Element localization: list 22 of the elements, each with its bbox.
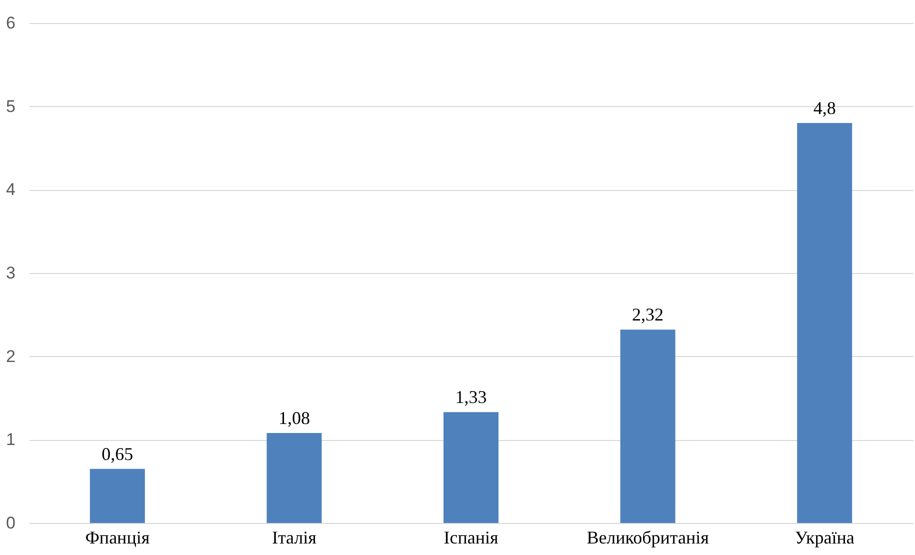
bar <box>797 123 852 523</box>
bar <box>90 468 145 523</box>
x-tick-label: Іспанія <box>444 528 498 548</box>
x-tick-label: Фпанція <box>85 528 150 548</box>
x-tick-label: Україна <box>794 528 854 548</box>
bar <box>266 433 322 523</box>
y-tick-label: 4 <box>6 180 16 200</box>
data-label: 2,32 <box>632 304 664 325</box>
y-tick-label: 1 <box>6 430 16 450</box>
x-tick-label: Італія <box>272 528 316 548</box>
y-tick-label: 6 <box>6 14 16 32</box>
data-label: 0,65 <box>102 444 134 464</box>
x-tick-label: Великобританія <box>586 528 709 548</box>
y-tick-label: 5 <box>6 96 16 116</box>
y-tick-label: 0 <box>6 514 16 532</box>
bar <box>620 330 676 523</box>
data-label: 1,33 <box>455 387 487 408</box>
data-label: 1,08 <box>278 408 310 428</box>
data-label: 4,8 <box>813 98 836 118</box>
y-tick-label: 3 <box>6 264 16 282</box>
bar <box>444 412 498 523</box>
y-tick-label: 2 <box>6 346 16 366</box>
